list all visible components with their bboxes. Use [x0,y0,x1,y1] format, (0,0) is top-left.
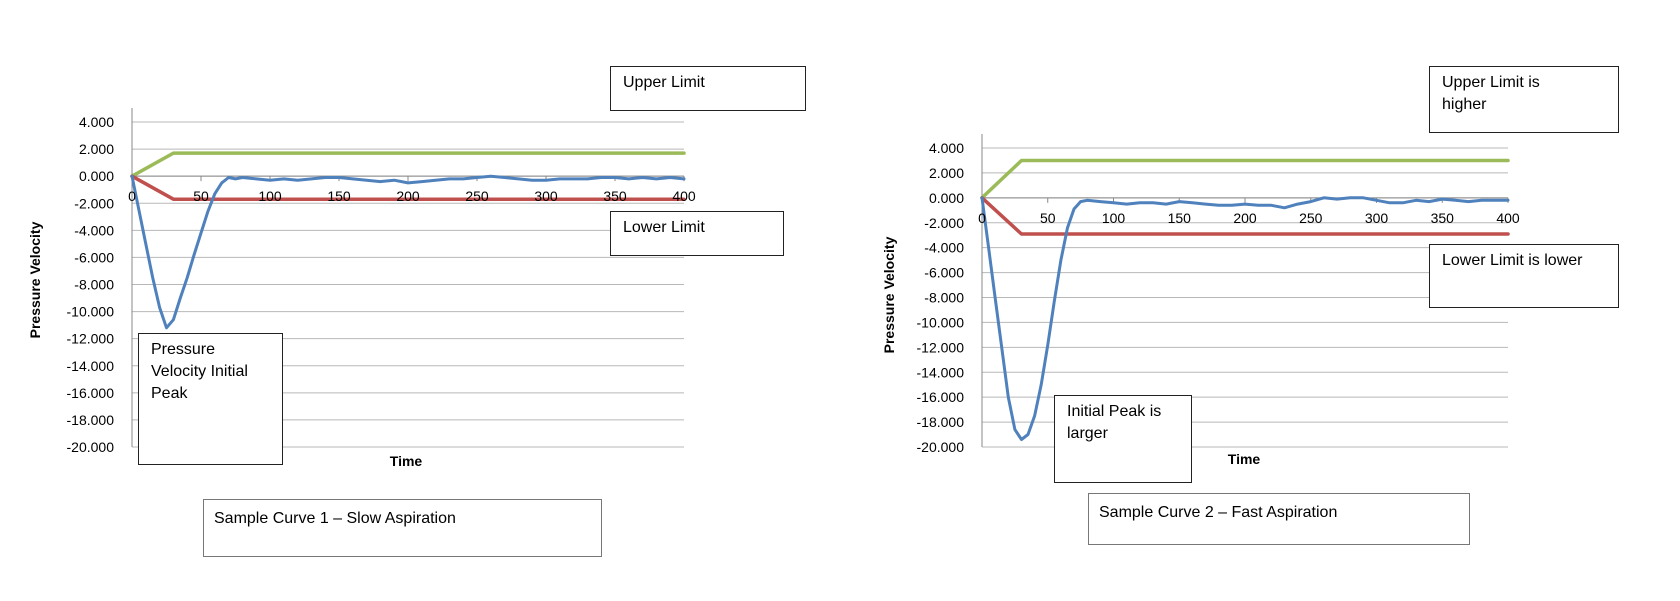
chart-2-peak-note: Initial Peak is larger [1054,395,1192,483]
chart-1-x-tick-label: 150 [327,188,351,204]
chart-1-y-axis-title: Pressure Velocity [27,221,43,338]
chart-1-y-tick-label: 4.000 [79,114,114,130]
chart-1-upper-limit-line [130,151,686,178]
chart-1-pressure-velocity-line [130,174,686,330]
chart-1-y-tick-label: -16.000 [67,385,115,401]
chart-1-y-tick-label: 2.000 [79,141,114,157]
chart-2-upper-limit-line [980,158,1510,200]
chart-1-peak-note: Pressure Velocity Initial Peak [138,333,283,465]
chart-2-x-axis-title: Time [1228,451,1261,467]
chart-1-y-tick-label: 0.000 [79,168,114,184]
chart-2-y-tick-label: 0.000 [929,190,964,206]
chart-2-x-tick-label: 250 [1299,210,1323,226]
chart-1-slow-aspiration: 4.000 2.000 0.000 -2.000 -4.000 -6.000 -8.000 -… [27,108,696,469]
chart-1-y-tick-label: -14.000 [67,358,115,374]
chart-2-y-tick-label: -14.000 [917,364,965,380]
chart-2-y-tick-labels: 4.000 2.000 0.000 -2.000 -4.000 -6.000 -8.000 -… [917,140,965,455]
chart-2-y-tick-label: -12.000 [917,339,965,355]
chart-2-x-tick-labels: 0 50 100 150 200 250 300 350 400 [978,210,1520,226]
chart-1-upper-limit-note: Upper Limit [610,66,806,111]
chart-2-y-tick-label: -8.000 [924,290,964,306]
chart-1-x-tick-label: 100 [258,188,282,204]
chart-1-y-tick-label: -20.000 [67,439,115,455]
chart-2-fast-aspiration: 4.000 2.000 0.000 -2.000 -4.000 -6.000 -8.000 -… [881,134,1520,467]
chart-2-x-tick-label: 100 [1102,210,1126,226]
chart-2-pressure-velocity-line [980,196,1510,441]
chart-1-y-tick-label: -18.000 [67,412,115,428]
chart-2-x-tick-label: 400 [1496,210,1520,226]
chart-1-y-tick-label: -4.000 [74,222,114,238]
chart-2-x-tick-label: 0 [978,210,986,226]
chart-1-y-tick-label: -10.000 [67,304,115,320]
chart-2-x-tick-label: 350 [1431,210,1455,226]
chart-2-lower-limit-note: Lower Limit is lower [1429,244,1619,308]
chart-2-y-tick-label: 2.000 [929,165,964,181]
chart-2-y-tick-label: 4.000 [929,140,964,156]
chart-1-y-tick-labels: 4.000 2.000 0.000 -2.000 -4.000 -6.000 -8.000 -… [67,114,115,455]
chart-1-y-tick-label: -6.000 [74,249,114,265]
chart-1-x-tick-label: 350 [603,188,627,204]
chart-1-x-axis-title: Time [390,453,423,469]
chart-1-x-tick-label: 400 [672,188,696,204]
chart-2-y-axis-title: Pressure Velocity [881,236,897,353]
chart-2-y-tick-label: -6.000 [924,265,964,281]
chart-1-lower-limit-line [130,174,686,201]
chart-1-lower-limit-note: Lower Limit [610,211,784,256]
chart-1-caption: Sample Curve 1 – Slow Aspiration [203,499,602,557]
chart-1-x-tick-labels: 0 50 100 150 200 250 300 350 400 [128,188,696,204]
chart-1-y-tick-label: -8.000 [74,277,114,293]
chart-2-upper-limit-note: Upper Limit is higher [1429,66,1619,133]
chart-2-x-tick-label: 150 [1168,210,1192,226]
chart-2-y-tick-label: -16.000 [917,389,965,405]
chart-1-x-tick-label: 50 [193,188,209,204]
chart-2-series [980,158,1510,441]
chart-1-y-tick-label: -12.000 [67,331,115,347]
chart-2-y-tick-label: -2.000 [924,215,964,231]
chart-1-x-tick-label: 250 [465,188,489,204]
chart-1-series [130,151,686,330]
chart-1-y-tick-label: -2.000 [74,195,114,211]
chart-2-lower-limit-line [980,196,1510,236]
chart-2-y-tick-label: -10.000 [917,314,965,330]
chart-2-y-tick-label: -18.000 [917,414,965,430]
chart-2-x-tick-label: 50 [1040,210,1056,226]
chart-2-y-tick-label: -20.000 [917,439,965,455]
chart-2-y-tick-label: -4.000 [924,240,964,256]
chart-1-x-tick-label: 200 [396,188,420,204]
chart-2-x-tick-label: 300 [1365,210,1389,226]
chart-1-x-tick-label: 0 [128,188,136,204]
chart-1-x-tick-label: 300 [534,188,558,204]
chart-2-caption: Sample Curve 2 – Fast Aspiration [1088,493,1470,545]
chart-2-x-tick-label: 200 [1233,210,1257,226]
